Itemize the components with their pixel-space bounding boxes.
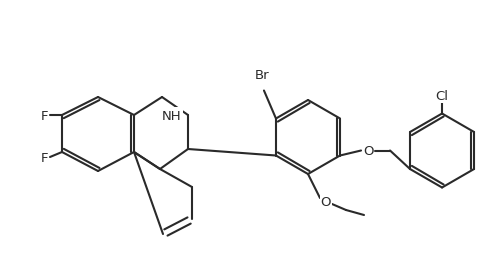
Text: Cl: Cl bbox=[435, 90, 448, 103]
Text: F: F bbox=[40, 151, 48, 164]
Text: F: F bbox=[40, 109, 48, 122]
Text: NH: NH bbox=[162, 109, 182, 122]
Text: Br: Br bbox=[255, 69, 269, 82]
Text: O: O bbox=[363, 145, 373, 157]
Text: O: O bbox=[321, 196, 331, 209]
